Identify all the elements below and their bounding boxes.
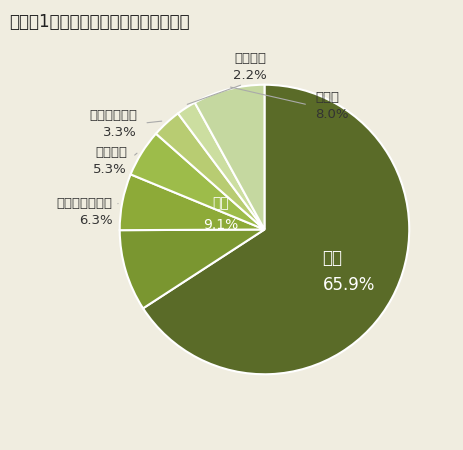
- Text: 米国: 米国: [322, 249, 342, 267]
- Text: フランス
2.2%: フランス 2.2%: [232, 52, 266, 82]
- Wedge shape: [194, 85, 264, 230]
- Wedge shape: [143, 85, 408, 374]
- Text: シンガポール
3.3%: シンガポール 3.3%: [89, 109, 137, 139]
- Wedge shape: [131, 134, 264, 230]
- Wedge shape: [119, 230, 264, 308]
- Text: 9.1%: 9.1%: [203, 218, 238, 232]
- Wedge shape: [178, 103, 264, 230]
- Text: イギリス
5.3%: イギリス 5.3%: [93, 146, 127, 176]
- Text: 日本: 日本: [212, 197, 229, 211]
- Wedge shape: [156, 113, 264, 230]
- Text: その他
8.0%: その他 8.0%: [314, 91, 348, 122]
- Wedge shape: [119, 174, 264, 230]
- Text: 【図表1】世界リートの時価総額構成比: 【図表1】世界リートの時価総額構成比: [9, 14, 189, 32]
- Text: 65.9%: 65.9%: [322, 275, 374, 293]
- Text: オーストラリア
6.3%: オーストラリア 6.3%: [56, 197, 112, 227]
